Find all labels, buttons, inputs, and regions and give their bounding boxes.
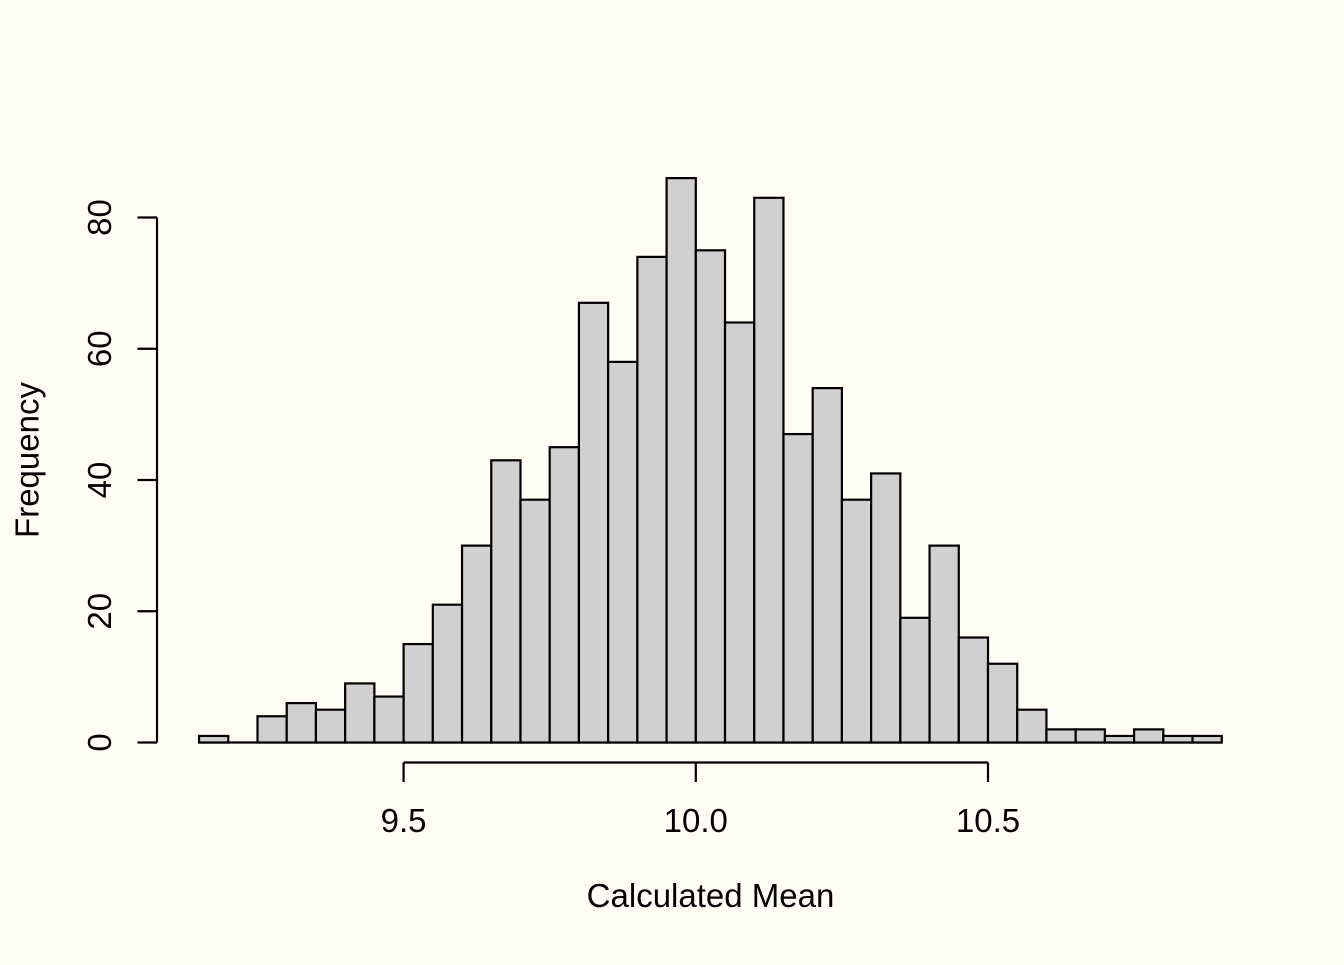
svg-text:60: 60 — [81, 330, 118, 367]
svg-text:Calculated Mean: Calculated Mean — [587, 877, 835, 914]
svg-text:40: 40 — [81, 462, 118, 499]
svg-text:9.5: 9.5 — [381, 802, 427, 839]
svg-text:0: 0 — [81, 733, 118, 751]
svg-text:10.0: 10.0 — [664, 802, 728, 839]
svg-text:20: 20 — [81, 593, 118, 630]
svg-text:80: 80 — [81, 199, 118, 236]
svg-text:10.5: 10.5 — [956, 802, 1020, 839]
svg-text:Frequency: Frequency — [9, 382, 46, 538]
